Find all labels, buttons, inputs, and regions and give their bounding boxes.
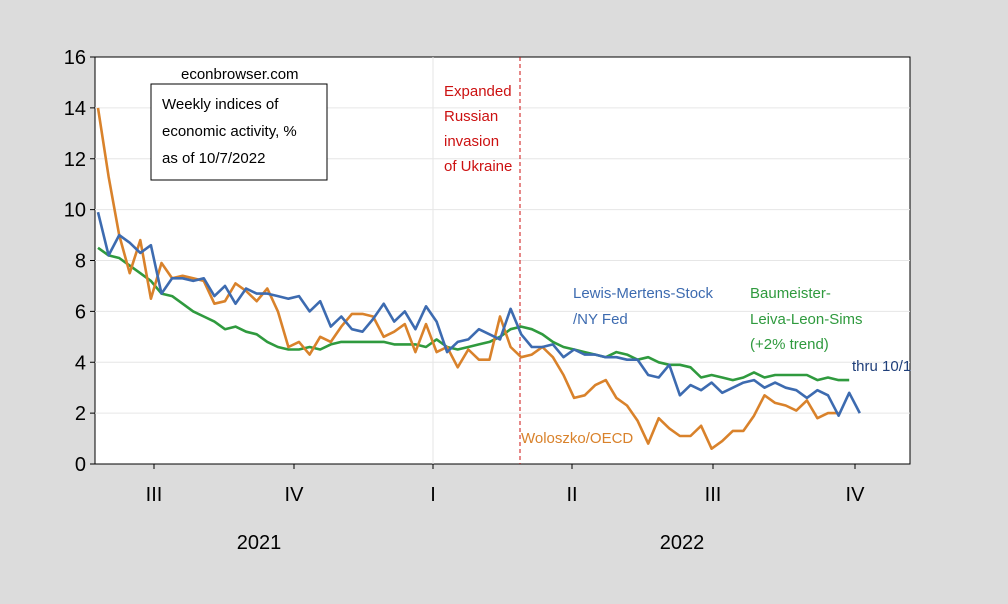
y-tick-label: 8 [75, 251, 86, 273]
y-axis: 0 2 4 6 8 10 12 14 16 [64, 47, 95, 476]
y-tick-label: 0 [75, 454, 86, 476]
gridlines [95, 57, 910, 464]
bll-series-line [97, 246, 850, 382]
event-label-2: Russian [444, 108, 498, 125]
oecd-series-line [96, 107, 839, 451]
y-tick-label: 14 [64, 98, 86, 120]
x-tick-label: III [705, 484, 722, 506]
bll-label-1: Baumeister- [750, 285, 831, 302]
end-label: thru 10/1 [852, 358, 911, 375]
x-axis: III IV I II III IV [146, 464, 865, 506]
x-tick-label: I [430, 484, 436, 506]
title-line-1: Weekly indices of [162, 96, 279, 113]
x-tick-label: IV [285, 484, 305, 506]
event-label-4: of Ukraine [444, 158, 512, 175]
wei-label-2: /NY Fed [573, 311, 628, 328]
oecd-label: Woloszko/OECD [521, 430, 633, 447]
source-label: econbrowser.com [181, 66, 299, 83]
wei-series-line [96, 211, 861, 418]
event-label-3: invasion [444, 133, 499, 150]
year-label-2022: 2022 [660, 532, 705, 554]
x-tick-label: II [566, 484, 577, 506]
x-tick-label: III [146, 484, 163, 506]
y-tick-label: 4 [75, 352, 86, 374]
series-lines [96, 107, 861, 451]
bll-label-2: Leiva-Leon-Sims [750, 311, 863, 328]
event-label-1: Expanded [444, 83, 512, 100]
y-tick-label: 2 [75, 403, 86, 425]
y-tick-label: 6 [75, 301, 86, 323]
y-tick-label: 12 [64, 149, 86, 171]
wei-label-1: Lewis-Mertens-Stock [573, 285, 714, 302]
year-label-2021: 2021 [237, 532, 282, 554]
bll-label-3: (+2% trend) [750, 336, 829, 353]
title-line-3: as of 10/7/2022 [162, 150, 265, 167]
title-box [150, 83, 328, 181]
y-tick-label: 16 [64, 47, 86, 69]
y-tick-label: 10 [64, 200, 86, 222]
x-tick-label: IV [846, 484, 866, 506]
title-line-2: economic activity, % [162, 123, 297, 140]
